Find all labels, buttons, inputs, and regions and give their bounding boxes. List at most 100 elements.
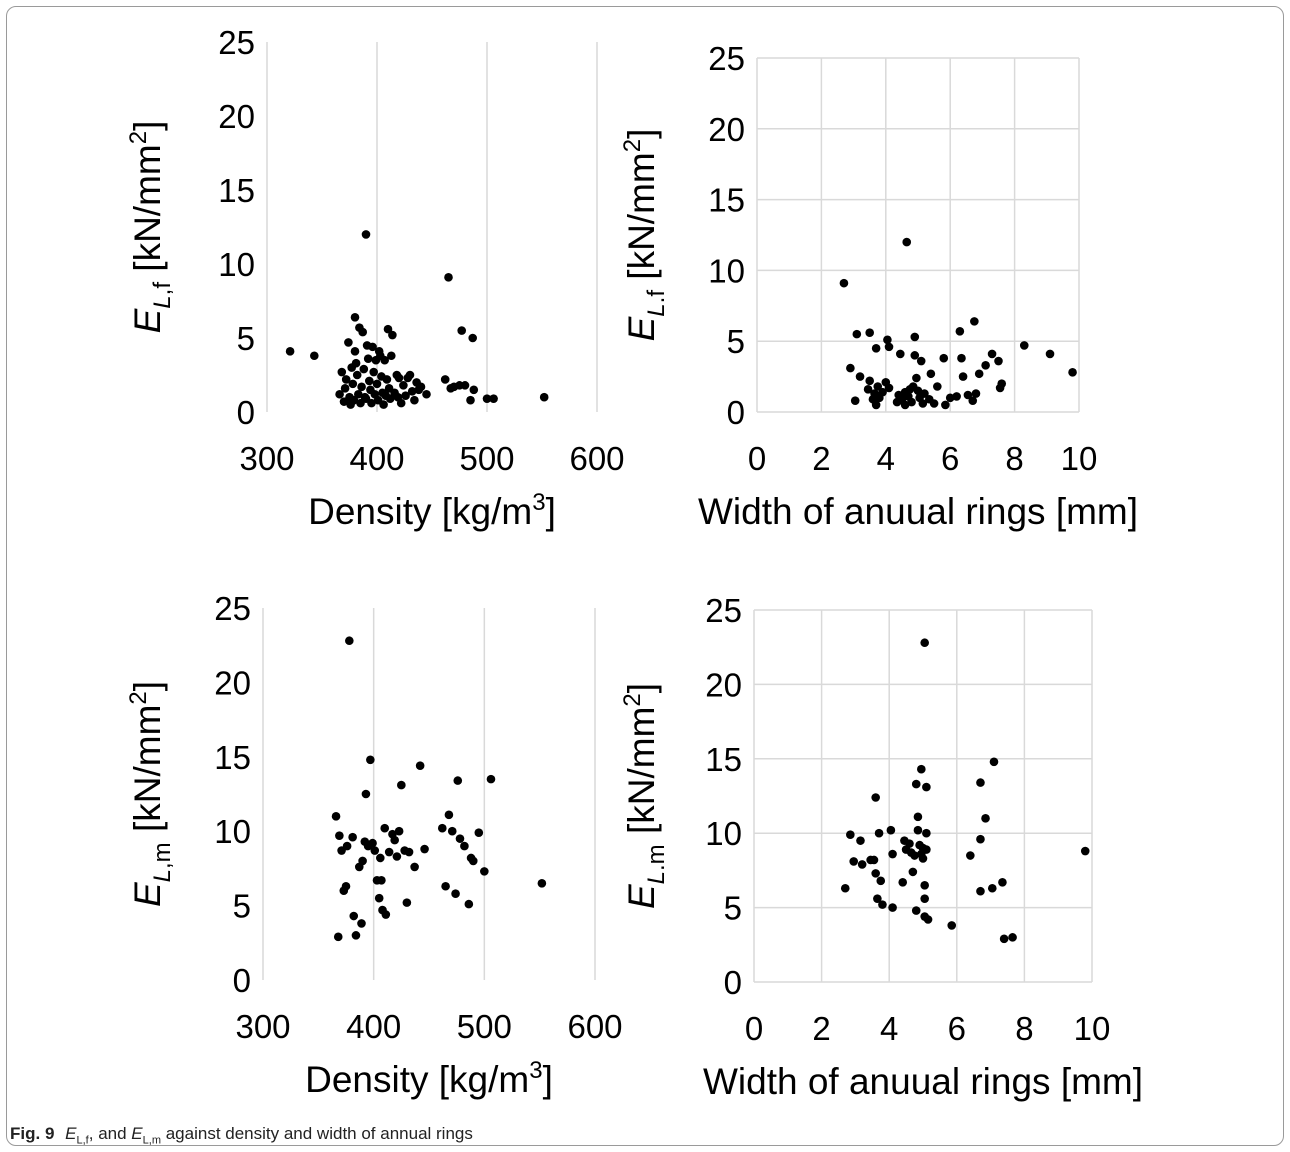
data-point [399, 381, 408, 390]
data-point [849, 857, 859, 866]
data-point [310, 351, 319, 361]
data-point [999, 934, 1009, 944]
data-point [357, 919, 366, 928]
data-point [976, 778, 985, 787]
data-point [415, 761, 425, 771]
data-point [460, 381, 470, 390]
data-point [920, 389, 929, 398]
data-point [997, 379, 1007, 388]
data-point [376, 853, 385, 863]
data-point [941, 400, 950, 410]
x-tick-label: 400 [349, 440, 404, 477]
data-point [366, 755, 375, 765]
data-point [396, 398, 406, 408]
data-point [388, 330, 397, 340]
x-tick-label: 2 [812, 440, 830, 477]
data-point [348, 379, 358, 389]
data-point [352, 370, 362, 380]
data-point [926, 369, 936, 379]
data-point [907, 397, 916, 407]
data-point [365, 376, 374, 386]
data-point [884, 383, 894, 393]
x-tick-label: 10 [1074, 1010, 1111, 1047]
y-tick-label: 25 [214, 590, 251, 627]
data-point [367, 398, 376, 408]
chart-bl: 0 5 10 15 20 25 300 400 500 600 Density [kg/m3] EL,… [125, 590, 623, 1100]
y-tick-label: 20 [708, 111, 745, 148]
y-tick-label: 20 [214, 664, 251, 701]
x-axis-label: Width of anuual rings [mm] [698, 491, 1138, 532]
data-point [404, 847, 414, 857]
data-point [987, 349, 997, 359]
data-point [974, 369, 984, 379]
caption-symbol-2: E [131, 1124, 143, 1143]
data-point [911, 779, 921, 789]
data-point [840, 883, 850, 893]
data-point [344, 338, 353, 347]
x-tick-label: 10 [1061, 440, 1098, 477]
data-point [342, 841, 352, 851]
x-tick-label: 500 [457, 1008, 512, 1045]
data-point [865, 376, 874, 386]
data-point [455, 834, 465, 843]
data-point [920, 880, 929, 890]
data-point [372, 379, 382, 389]
data-point [489, 394, 498, 403]
data-point [871, 869, 880, 878]
data-point [390, 835, 399, 845]
data-point [453, 776, 463, 785]
data-point [923, 915, 933, 924]
y-tick-label: 15 [218, 172, 255, 209]
y-tick-label: 5 [724, 890, 742, 927]
data-point [464, 899, 474, 909]
caption-comma: , [88, 1124, 94, 1143]
x-tick-label: 0 [745, 1010, 763, 1047]
data-point [913, 825, 923, 835]
data-point [883, 335, 892, 345]
y-axis-label: EL,m [kN/mm2] [125, 681, 176, 907]
x-tick-label: 300 [239, 440, 294, 477]
data-point [397, 780, 406, 790]
x-tick-label: 4 [877, 440, 895, 477]
data-point [402, 898, 412, 907]
data-point [368, 342, 377, 352]
data-point [341, 881, 351, 891]
x-tick-label: 500 [459, 440, 514, 477]
data-point [933, 382, 942, 391]
data-point [405, 370, 415, 380]
data-point [1045, 349, 1055, 359]
data-point [976, 834, 985, 844]
data-point [380, 355, 390, 365]
data-point [913, 812, 923, 822]
data-point [910, 851, 919, 860]
data-point [917, 764, 926, 774]
data-point [407, 386, 417, 396]
data-point [385, 394, 395, 403]
data-point [920, 894, 929, 903]
data-point [341, 375, 351, 384]
data-point [952, 392, 961, 401]
data-point [370, 846, 380, 855]
data-point [335, 831, 344, 840]
data-point [869, 855, 879, 865]
x-axis-label: Width of anuual rings [mm] [703, 1061, 1143, 1102]
data-point [898, 878, 908, 887]
data-point [989, 757, 999, 767]
x-tick-label: 400 [346, 1008, 401, 1045]
y-tick-label: 0 [233, 962, 251, 999]
data-point [865, 328, 874, 338]
y-axis-label: EL,f [kN/mm2] [125, 121, 176, 334]
data-point [878, 900, 887, 909]
data-point [922, 845, 931, 854]
data-point [968, 396, 978, 405]
data-point [846, 830, 855, 839]
data-point [420, 844, 429, 854]
data-point [876, 876, 886, 886]
data-point [916, 356, 926, 366]
caption-sub-2: L,m [142, 1134, 161, 1147]
data-point [368, 838, 377, 848]
data-point [873, 894, 882, 903]
y-tick-label: 15 [214, 739, 251, 776]
data-point [285, 347, 295, 356]
